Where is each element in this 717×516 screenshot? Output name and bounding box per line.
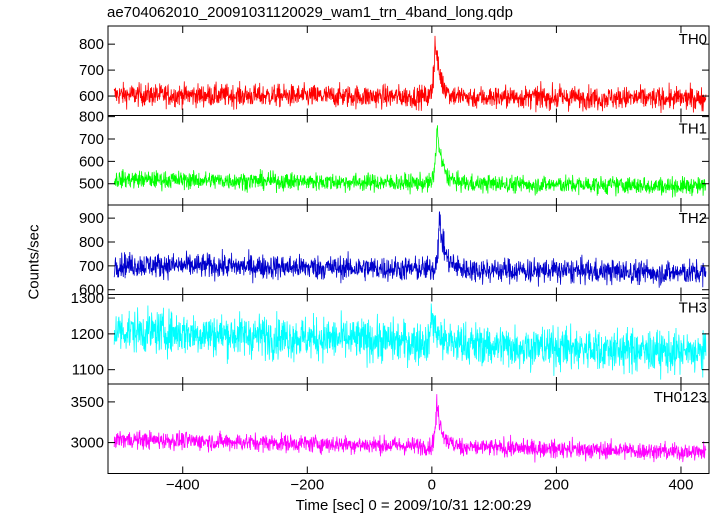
chart-title: ae704062010_20091031120029_wam1_trn_4ban… — [107, 4, 513, 21]
panel-label-th3: TH3 — [679, 300, 707, 317]
y-tick-label: 1300 — [71, 290, 104, 307]
y-tick-label: 500 — [79, 176, 104, 193]
x-axis-label: Time [sec] 0 = 2009/10/31 12:00:29 — [295, 497, 532, 514]
y-tick-label: 3000 — [71, 435, 104, 452]
panel-label-th0123: TH0123 — [654, 389, 707, 406]
x-tick-label: 200 — [544, 477, 569, 494]
panel-frame-th0123 — [107, 383, 710, 474]
x-tick-label: 400 — [668, 477, 693, 494]
y-tick-label: 700 — [79, 258, 104, 275]
series-line-th0 — [113, 35, 707, 114]
panel-label-th1: TH1 — [679, 121, 707, 138]
y-tick-label: 3500 — [71, 394, 104, 411]
series-line-th1 — [113, 125, 707, 198]
y-tick-label: 1100 — [72, 362, 104, 379]
series-line-th2 — [113, 211, 707, 288]
panel-frame-th1 — [107, 115, 710, 206]
y-tick-label: 800 — [79, 109, 104, 126]
series-line-th3 — [113, 303, 707, 380]
x-tick-label: 0 — [428, 477, 436, 494]
y-tick-label: 800 — [79, 234, 104, 251]
panel-label-th2: TH2 — [679, 210, 707, 227]
panel-frame-th2 — [107, 204, 710, 295]
y-tick-label: 700 — [79, 131, 104, 148]
y-tick-label: 800 — [79, 36, 104, 53]
y-tick-label: 600 — [79, 88, 104, 105]
y-axis-label: Counts/sec — [25, 224, 43, 300]
series-line-th0123 — [113, 394, 707, 463]
x-tick-label: −200 — [290, 477, 324, 494]
y-tick-label: 900 — [79, 210, 104, 227]
y-tick-label: 700 — [79, 62, 104, 79]
x-tick-label: −400 — [166, 477, 200, 494]
y-tick-label: 1200 — [71, 326, 104, 343]
y-tick-label: 600 — [79, 282, 104, 299]
panel-label-th0: TH0 — [679, 31, 707, 48]
y-tick-label: 600 — [79, 153, 104, 170]
